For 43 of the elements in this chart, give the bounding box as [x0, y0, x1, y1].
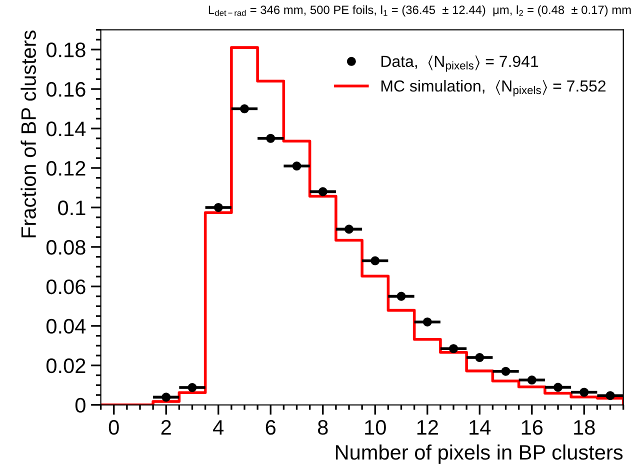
chart-title: L$_{det−rad}$ = 346 mm, 500 PE foils, l$_{1}$ = (36.45 ± 12.44) μm, l$_{2}$ = (0.48 ± 0.17) mm	[208, 5, 631, 16]
point	[475, 352, 484, 362]
point	[527, 376, 536, 385]
y-tick-label: 0.02	[46, 358, 86, 374]
point	[422, 317, 432, 326]
point	[448, 344, 458, 354]
point	[292, 162, 302, 171]
y-tick-label: 0.12	[46, 160, 86, 176]
point	[396, 292, 406, 301]
y-tick-label: 0.08	[46, 240, 86, 255]
legend-label: Data, ⟨N$_{pixels}$⟩ = 7.941	[381, 56, 538, 72]
point	[370, 256, 380, 266]
x-tick-label: 16	[522, 420, 543, 435]
point	[580, 388, 589, 397]
y-tick-label: 0.14	[46, 122, 86, 136]
x-tick-label: 10	[365, 420, 386, 435]
y-axis-title: Fraction of BP clusters	[20, 30, 36, 238]
x-axis-title: Number of pixels in BP clusters	[336, 444, 623, 464]
point	[214, 202, 223, 212]
x-tick-label: 2	[161, 420, 171, 435]
y-tick-label: 0.04	[46, 318, 86, 334]
x-tick-label: 6	[266, 420, 276, 435]
x-tick-label: 14	[470, 420, 491, 435]
x-tick-label: 0	[108, 420, 119, 435]
point	[240, 104, 250, 114]
x-tick-label: 12	[417, 420, 438, 435]
legend-label: MC simulation, ⟨N$_{pixels}$⟩ = 7.552	[381, 80, 606, 96]
x-tick-label: 8	[318, 420, 328, 435]
x-tick-label: 4	[213, 420, 224, 435]
point	[344, 224, 354, 234]
point	[318, 187, 328, 196]
y-tick-label: 0.06	[46, 279, 86, 294]
y-tick-label: 0	[75, 398, 86, 413]
y-tick-label: 0.16	[46, 82, 86, 97]
y-tick-label: 0.18	[46, 42, 86, 58]
point	[501, 366, 510, 376]
point	[188, 383, 197, 392]
point	[553, 382, 563, 392]
x-tick-label: 18	[574, 420, 595, 435]
y-tick-label: 0.1	[58, 200, 86, 216]
point	[606, 391, 615, 400]
point	[162, 392, 171, 402]
point	[266, 134, 276, 143]
